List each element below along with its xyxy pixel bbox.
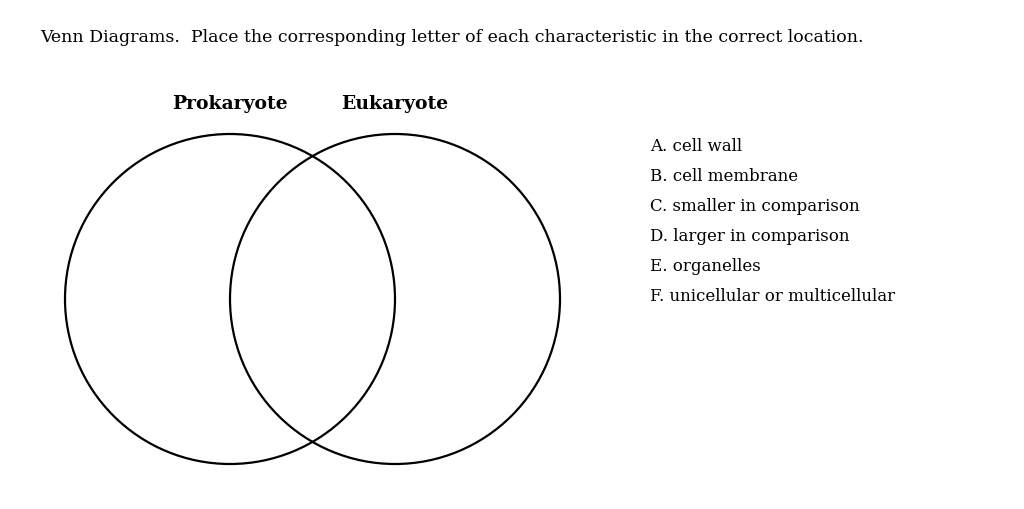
Text: Venn Diagrams.  Place the corresponding letter of each characteristic in the cor: Venn Diagrams. Place the corresponding l… xyxy=(40,30,863,46)
Text: C. smaller in comparison: C. smaller in comparison xyxy=(650,197,859,215)
Text: A. cell wall: A. cell wall xyxy=(650,138,742,155)
Text: Prokaryote: Prokaryote xyxy=(172,95,288,113)
Text: B. cell membrane: B. cell membrane xyxy=(650,167,798,185)
Text: F. unicellular or multicellular: F. unicellular or multicellular xyxy=(650,288,895,304)
Text: Eukaryote: Eukaryote xyxy=(341,95,449,113)
Text: E. organelles: E. organelles xyxy=(650,258,761,274)
Text: D. larger in comparison: D. larger in comparison xyxy=(650,228,850,244)
